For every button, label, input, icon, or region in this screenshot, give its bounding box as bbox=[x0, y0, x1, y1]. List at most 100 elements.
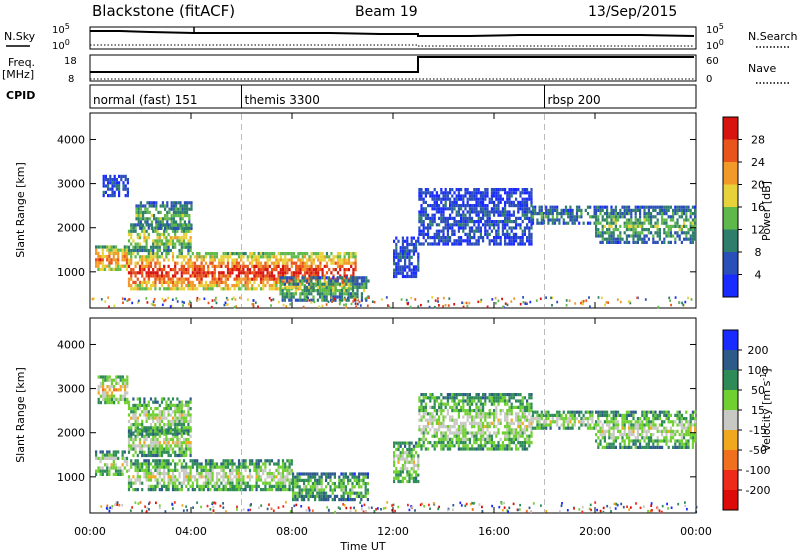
range-gate-cell bbox=[694, 228, 697, 232]
range-gate-cell bbox=[126, 397, 129, 401]
range-gate-cell bbox=[134, 284, 137, 288]
range-gate-cell bbox=[412, 265, 415, 269]
range-gate-cell bbox=[114, 261, 118, 265]
range-gate-cell bbox=[154, 284, 157, 288]
range-gate-cell bbox=[226, 264, 230, 268]
range-gate-cell bbox=[475, 194, 478, 198]
range-gate-cell bbox=[433, 418, 436, 422]
range-gate-cell bbox=[112, 251, 115, 255]
range-gate-cell bbox=[102, 381, 105, 385]
range-gate-cell bbox=[189, 419, 192, 423]
range-gate-cell bbox=[301, 289, 304, 293]
range-gate-cell bbox=[412, 460, 415, 464]
range-gate-cell bbox=[131, 301, 134, 305]
range-gate-cell bbox=[176, 416, 179, 420]
range-gate-cell bbox=[401, 467, 404, 471]
range-gate-cell bbox=[109, 187, 112, 191]
range-gate-cell bbox=[270, 475, 274, 479]
range-gate-cell bbox=[179, 210, 182, 214]
range-gate-cell bbox=[601, 240, 604, 244]
range-gate-cell bbox=[424, 216, 427, 220]
range-gate-cell bbox=[163, 397, 166, 401]
range-gate-cell bbox=[466, 200, 469, 204]
range-gate-cell bbox=[145, 472, 148, 476]
range-gate-cell bbox=[455, 396, 458, 400]
range-gate-cell bbox=[191, 459, 194, 463]
range-gate-cell bbox=[410, 296, 413, 300]
range-gate-cell bbox=[284, 274, 287, 278]
range-gate-cell bbox=[145, 475, 148, 479]
range-gate-cell bbox=[244, 271, 247, 275]
range-gate-cell bbox=[290, 295, 293, 299]
range-gate-cell bbox=[497, 200, 500, 204]
range-gate-cell bbox=[401, 252, 404, 256]
range-gate-cell bbox=[457, 207, 460, 211]
range-gate-cell bbox=[182, 416, 186, 420]
range-gate-cell bbox=[172, 220, 175, 224]
range-gate-cell bbox=[442, 197, 445, 201]
range-gate-cell bbox=[321, 276, 324, 280]
range-gate-cell bbox=[121, 375, 124, 379]
range-gate-cell bbox=[663, 205, 666, 209]
range-gate-cell bbox=[486, 236, 489, 240]
range-gate-cell bbox=[460, 239, 463, 243]
range-gate-cell bbox=[161, 223, 164, 227]
range-gate-cell bbox=[145, 478, 148, 482]
range-gate-cell bbox=[200, 468, 203, 472]
range-gate-cell bbox=[106, 463, 109, 467]
range-gate-cell bbox=[625, 208, 628, 212]
range-gate-cell bbox=[323, 292, 326, 296]
range-gate-cell bbox=[325, 491, 328, 495]
range-gate-cell bbox=[149, 462, 153, 466]
range-gate-cell bbox=[226, 252, 230, 256]
range-gate-cell bbox=[691, 240, 694, 244]
range-gate-cell bbox=[154, 271, 157, 275]
range-gate-cell bbox=[134, 410, 137, 414]
range-gate-cell bbox=[462, 229, 465, 233]
range-gate-cell bbox=[143, 239, 146, 243]
range-gate-cell bbox=[528, 236, 531, 240]
range-gate-cell bbox=[211, 462, 214, 466]
range-gate-cell bbox=[499, 242, 502, 246]
range-gate-cell bbox=[623, 212, 626, 216]
range-gate-cell bbox=[158, 488, 161, 492]
range-gate-cell bbox=[422, 441, 425, 445]
range-gate-cell bbox=[497, 232, 500, 236]
range-gate-cell bbox=[286, 268, 289, 272]
range-gate-cell bbox=[658, 212, 661, 216]
range-gate-cell bbox=[149, 274, 153, 278]
range-gate-cell bbox=[288, 488, 291, 492]
range-gate-cell bbox=[115, 178, 118, 182]
range-gate-cell bbox=[493, 226, 496, 230]
range-gate-cell bbox=[468, 405, 471, 409]
range-gate-cell bbox=[327, 472, 330, 476]
range-gate-cell bbox=[526, 197, 529, 201]
range-gate-cell bbox=[486, 204, 489, 208]
range-gate-cell bbox=[104, 397, 107, 401]
range-gate-cell bbox=[358, 482, 361, 486]
range-gate-cell bbox=[178, 255, 181, 259]
range-gate-cell bbox=[597, 228, 600, 232]
range-gate-cell bbox=[418, 220, 421, 224]
range-gate-cell bbox=[127, 488, 131, 492]
range-gate-cell bbox=[143, 226, 146, 230]
range-gate-cell bbox=[246, 484, 249, 488]
range-gate-cell bbox=[186, 210, 189, 214]
range-gate-cell bbox=[446, 425, 449, 429]
range-gate-cell bbox=[150, 201, 153, 205]
range-gate-cell bbox=[101, 472, 104, 476]
range-gate-cell bbox=[449, 239, 452, 243]
range-gate-cell bbox=[174, 284, 177, 288]
range-gate-cell bbox=[488, 220, 491, 224]
range-gate-cell bbox=[307, 472, 310, 476]
cpid-modes: normal (fast) 151 themis 3300 rbsp 200 bbox=[93, 85, 601, 108]
range-gate-cell bbox=[149, 287, 153, 291]
range-gate-cell bbox=[691, 234, 694, 238]
range-gate-cell bbox=[473, 194, 476, 198]
range-gate-cell bbox=[669, 240, 672, 244]
range-gate-cell bbox=[136, 462, 139, 466]
range-gate-cell bbox=[108, 375, 111, 379]
range-gate-cell bbox=[237, 287, 241, 291]
range-gate-cell bbox=[136, 403, 139, 407]
range-gate-cell bbox=[442, 425, 445, 429]
